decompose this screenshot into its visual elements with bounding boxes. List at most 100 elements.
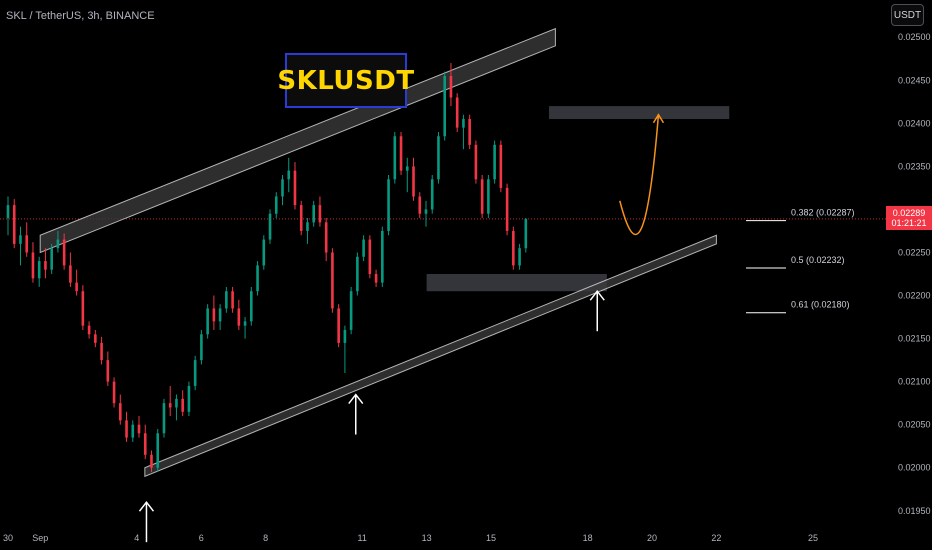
candle-body xyxy=(56,239,60,249)
candle-body xyxy=(468,119,471,145)
x-tick-label: Sep xyxy=(32,533,48,543)
candle xyxy=(237,299,241,330)
candle-body xyxy=(374,274,378,283)
candle xyxy=(25,222,29,257)
candle-body xyxy=(512,230,515,266)
candle xyxy=(212,295,216,330)
candle-body xyxy=(150,454,153,468)
y-tick-label: 0.02450 xyxy=(898,75,931,85)
candle-body xyxy=(181,398,184,412)
candle xyxy=(424,200,428,227)
candle xyxy=(281,174,284,206)
projection-arrowhead xyxy=(652,113,665,124)
currency-button[interactable]: USDT xyxy=(891,4,924,26)
candle-body xyxy=(499,144,503,188)
candle xyxy=(524,218,528,253)
candle xyxy=(349,286,353,335)
candle-body xyxy=(324,222,328,253)
candle xyxy=(243,317,247,339)
candle xyxy=(274,192,278,219)
candle xyxy=(12,199,16,249)
candle-body xyxy=(175,398,178,408)
candle xyxy=(100,336,103,365)
candle-body xyxy=(387,179,390,231)
candle-body xyxy=(31,252,35,279)
candle-body xyxy=(368,239,372,274)
candle-body xyxy=(487,179,490,214)
candle-body xyxy=(399,136,403,171)
x-tick-label: 6 xyxy=(199,533,204,543)
candle xyxy=(437,131,440,184)
candle-body xyxy=(337,308,340,343)
x-tick-label: 22 xyxy=(711,533,721,543)
candle-body xyxy=(250,291,253,322)
candle xyxy=(399,131,403,175)
candle-body xyxy=(218,308,222,322)
candle-body xyxy=(118,403,122,421)
candle xyxy=(162,398,166,438)
candle-body xyxy=(262,239,266,266)
candle-body xyxy=(69,265,72,283)
candle-body xyxy=(143,433,147,455)
arrow-up-head xyxy=(348,393,364,405)
candle xyxy=(81,285,85,330)
candle xyxy=(112,377,116,408)
candle-body xyxy=(50,248,53,270)
y-tick-label: 0.02100 xyxy=(898,377,931,387)
y-tick-label: 0.02150 xyxy=(898,334,931,344)
channel-lower-band xyxy=(144,234,717,478)
candle-body xyxy=(455,97,459,128)
candle xyxy=(381,226,384,287)
y-tick-label: 0.02350 xyxy=(898,161,931,171)
candle xyxy=(225,286,228,313)
candle-body xyxy=(156,433,160,468)
candle-body xyxy=(293,170,297,206)
candle-body xyxy=(349,291,353,330)
x-tick-label: 15 xyxy=(486,533,496,543)
support-resistance-zone xyxy=(426,274,607,292)
y-tick-label: 0.02500 xyxy=(898,32,931,42)
candle-body xyxy=(268,213,272,240)
candle xyxy=(387,174,390,236)
candle xyxy=(218,304,222,330)
x-tick-label: 18 xyxy=(583,533,593,543)
candle xyxy=(94,329,97,348)
candle-body xyxy=(462,119,465,128)
candle xyxy=(312,200,315,227)
candle xyxy=(200,329,203,365)
candle xyxy=(256,261,259,296)
candle-body xyxy=(19,235,22,244)
candle xyxy=(250,286,253,326)
x-tick-label: 8 xyxy=(263,533,268,543)
candle xyxy=(50,243,53,274)
fib-level-label: 0.61 (0.02180) xyxy=(791,300,850,310)
candle-body xyxy=(37,261,41,279)
candle-body xyxy=(524,218,528,249)
candle-body xyxy=(393,136,397,180)
candle-body xyxy=(200,334,203,361)
x-tick-label: 20 xyxy=(647,533,657,543)
candle-body xyxy=(162,403,166,434)
candle-body xyxy=(87,325,91,335)
candle xyxy=(87,321,91,339)
arrow-up-head xyxy=(138,500,155,512)
candle xyxy=(418,192,422,219)
support-resistance-zone xyxy=(548,106,730,120)
candle xyxy=(480,174,484,219)
symbol-info: SKL / TetherUS, 3h, BINANCE xyxy=(6,10,155,22)
candle-body xyxy=(44,261,47,270)
candle xyxy=(44,248,47,279)
x-tick-label: 13 xyxy=(422,533,432,543)
candle-body xyxy=(331,252,334,309)
candle xyxy=(487,174,490,219)
candle xyxy=(499,140,503,193)
candle xyxy=(468,114,471,150)
candle xyxy=(268,209,272,244)
candle-body xyxy=(94,334,97,343)
candle-body xyxy=(225,291,228,309)
candle-body xyxy=(443,75,447,137)
candle-body xyxy=(356,256,359,292)
candle xyxy=(455,93,459,132)
candle xyxy=(443,71,447,141)
